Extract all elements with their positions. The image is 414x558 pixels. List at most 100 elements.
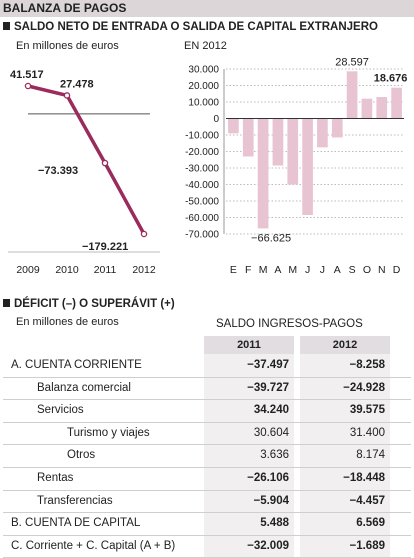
value-2012: 39.575	[349, 404, 385, 417]
value-2011: −32.009	[247, 539, 289, 552]
x-tick-label: J	[320, 264, 325, 276]
value-2011: −37.497	[247, 359, 289, 371]
data-label: 41.517	[10, 69, 44, 81]
value-2012: −4.457	[349, 494, 386, 507]
table-row: Balanza comercial −39.727 −24.928	[3, 377, 411, 401]
data-label: 18.676	[374, 73, 408, 85]
x-tick-label: S	[349, 264, 356, 276]
bar	[242, 118, 254, 157]
value-2011: −5.904	[253, 494, 290, 507]
data-label: 28.597	[335, 56, 369, 68]
y-tick-label: -60.000	[185, 213, 219, 224]
bar	[272, 118, 284, 166]
page-title: BALANZA DE PAGOS	[3, 1, 127, 15]
data-point	[24, 82, 32, 90]
x-tick-label: 2011	[94, 264, 117, 276]
row-label: Balanza comercial	[37, 381, 131, 394]
value-2011: −26.106	[247, 472, 289, 484]
data-label: −179.221	[82, 241, 128, 253]
y-tick-label: 10.000	[188, 98, 219, 109]
y-tick-label: 30.000	[188, 65, 219, 76]
value-2012: −24.928	[343, 381, 385, 394]
data-label: −73.393	[38, 165, 78, 177]
line-chart-subtitle: En millones de euros	[16, 40, 119, 52]
col-2012-shade	[300, 354, 390, 558]
row-label: A. CUENTA CORRIENTE	[11, 359, 142, 371]
x-tick-label: A	[274, 264, 281, 276]
bar	[228, 118, 239, 134]
value-2011: 5.488	[260, 517, 289, 530]
value-2012: −1.689	[349, 539, 386, 552]
bar-chart: 30.000 20.000 10.000 0 -10.000 -20.000 -30.000…	[185, 56, 408, 276]
section1-heading-text: SALDO NETO DE ENTRADA O SALIDA DE CAPITA…	[14, 21, 378, 33]
col-2011-shade	[204, 354, 294, 558]
data-point	[101, 159, 109, 167]
table-title: SALDO INGRESOS-PAGOS	[216, 318, 363, 330]
row-label: Turismo y viajes	[67, 426, 150, 439]
y-tick-label: -50.000	[185, 197, 219, 208]
row-label: Rentas	[37, 472, 74, 484]
x-tick-label: A	[334, 264, 341, 276]
y-tick-label: 20.000	[188, 81, 219, 92]
bar	[331, 118, 343, 138]
row-label: B. CUENTA DE CAPITAL	[11, 517, 141, 530]
bar	[287, 118, 299, 185]
value-2011: 34.240	[253, 404, 289, 417]
square-bullet-icon	[3, 22, 10, 30]
table-row: A. CUENTA CORRIENTE −37.497 −8.258	[3, 354, 411, 378]
table-unit: En millones de euros	[16, 316, 119, 328]
x-tick-label: E	[230, 264, 237, 276]
col-header-2012: 2012	[300, 336, 390, 354]
bar	[317, 118, 328, 148]
value-2011: −39.727	[247, 381, 289, 394]
section1-heading: SALDO NETO DE ENTRADA O SALIDA DE CAPITA…	[3, 21, 378, 33]
x-tick-label: 2009	[16, 264, 40, 276]
data-label: 27.478	[60, 78, 94, 90]
value-2012: −18.448	[343, 472, 385, 484]
x-tick-label: J	[305, 264, 310, 276]
data-label: −66.625	[251, 232, 291, 244]
table-row: B. CUENTA DE CAPITAL 5.488 6.569	[3, 512, 411, 536]
square-bullet-icon	[3, 299, 10, 307]
bar	[376, 97, 388, 119]
bar	[346, 71, 358, 119]
bar	[257, 118, 269, 229]
row-label: Transferencias	[37, 494, 113, 507]
value-2011: 3.636	[260, 449, 289, 462]
x-tick-label: M	[288, 264, 297, 276]
value-2012: 6.569	[356, 517, 385, 530]
x-tick-label: N	[378, 264, 386, 276]
x-tick-label: F	[245, 264, 251, 276]
bar	[361, 98, 373, 119]
y-tick-label: -30.000	[185, 164, 219, 175]
x-tick-label: 2012	[132, 264, 156, 276]
line-chart: 41.517 27.478 −73.393 −179.221 2009 2010 2011 2…	[8, 69, 160, 276]
value-2011: 30.604	[253, 426, 289, 439]
y-tick-label: -40.000	[185, 180, 219, 191]
row-label: Otros	[67, 449, 96, 462]
row-label: Servicios	[37, 404, 84, 417]
y-tick-label: -10.000	[185, 131, 219, 142]
x-tick-label: 2010	[55, 264, 79, 276]
data-point	[63, 92, 71, 99]
table-row: Turismo y viajes 30.604 31.400	[3, 422, 411, 446]
y-tick-label: -70.000	[185, 230, 219, 241]
col-header-2011: 2011	[204, 336, 294, 354]
row-label: C. Corriente + C. Capital (A + B)	[11, 539, 176, 552]
table-header: 2011 2012	[3, 336, 411, 354]
y-tick-label: 0	[213, 114, 219, 125]
bar	[391, 87, 402, 119]
table-row: Otros 3.636 8.174	[3, 444, 411, 468]
table-row: Servicios 34.240 39.575	[3, 399, 411, 423]
bar-chart-subtitle: EN 2012	[184, 40, 227, 52]
y-tick-label: -20.000	[185, 147, 219, 158]
x-tick-label: D	[393, 264, 401, 276]
section2-heading-text: DÉFICIT (–) O SUPERÁVIT (+)	[14, 298, 175, 310]
series-line	[27, 84, 146, 235]
value-2012: 8.174	[356, 449, 385, 462]
bar	[302, 118, 313, 216]
value-2012: −8.258	[349, 359, 386, 371]
table-row: Transferencias −5.904 −4.457	[3, 490, 411, 514]
x-tick-label: M	[259, 264, 268, 276]
title-bar: BALANZA DE PAGOS	[0, 0, 414, 17]
